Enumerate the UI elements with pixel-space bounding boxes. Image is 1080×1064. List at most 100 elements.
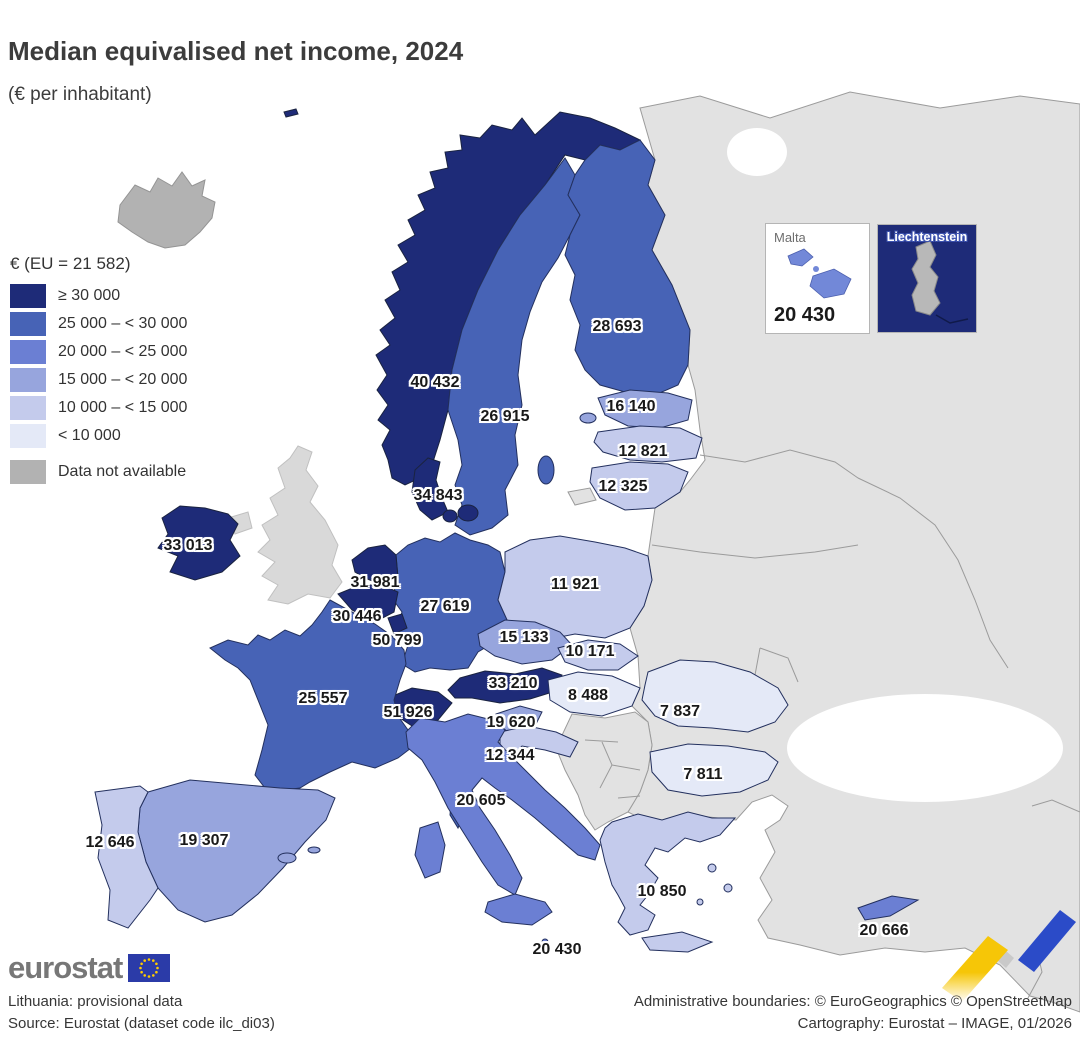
country-western-balkans — [555, 711, 653, 831]
country-iceland — [117, 171, 216, 249]
legend-no-data-label: Data not available — [58, 463, 187, 480]
value-label-slovenia: 19 620 — [486, 714, 536, 731]
value-label-poland: 11 921 — [550, 576, 600, 593]
island-crete — [641, 931, 714, 953]
country-sweden — [447, 157, 581, 536]
island-sicily — [484, 893, 553, 926]
legend-swatch-1 — [10, 312, 46, 336]
country-spain — [137, 779, 336, 923]
legend-swatch-2 — [10, 340, 46, 364]
value-label-czechia: 15 133 — [499, 629, 549, 646]
country-greece — [599, 811, 737, 936]
value-label-finland: 28 693 — [592, 318, 642, 335]
legend-class-row-3: 15 000 – < 20 000 — [10, 368, 187, 392]
value-label-malta: 20 430 — [532, 941, 582, 958]
island-malta-main — [809, 268, 852, 299]
value-label-lithuania: 12 325 — [598, 478, 648, 495]
island-aegean-2 — [723, 883, 733, 893]
country-bulgaria — [649, 743, 779, 797]
inset-malta: Malta 20 430 — [765, 223, 870, 334]
value-label-netherlands: 31 981 — [350, 574, 400, 591]
legend-title: € (EU = 21 582) — [10, 254, 131, 273]
island-menorca — [307, 846, 321, 854]
country-estonia — [597, 389, 693, 429]
footnote-cartography: Cartography: Eurostat – IMAGE, 01/2026 — [797, 1015, 1072, 1032]
value-label-germany: 27 619 — [420, 598, 470, 615]
legend-swatch-0 — [10, 284, 46, 308]
island-aegean-1 — [707, 863, 717, 873]
country-poland — [497, 535, 653, 641]
island-gozo — [787, 248, 814, 267]
country-cyprus — [857, 895, 920, 921]
country-hungary — [547, 671, 641, 717]
value-label-ireland: 33 013 — [163, 537, 213, 554]
footnote-source: Source: Eurostat (dataset code ilc_di03) — [8, 1015, 275, 1032]
value-label-croatia: 12 344 — [485, 747, 535, 764]
inset-liechtenstein-label: Liechtenstein — [886, 230, 968, 244]
liechtenstein-inset-map — [911, 240, 969, 324]
island-zealand — [457, 504, 479, 522]
legend-no-data-swatch — [10, 460, 46, 484]
balkan-borders — [584, 739, 641, 799]
legend-label-5: < 10 000 — [58, 427, 121, 444]
island-mallorca — [277, 852, 297, 864]
footnote-provisional: Lithuania: provisional data — [8, 993, 183, 1010]
country-liechtenstein-shape — [911, 240, 941, 316]
country-italy — [405, 713, 601, 896]
island-gotland — [537, 455, 555, 485]
island-jan-mayen — [283, 108, 299, 118]
value-label-hungary: 8 488 — [567, 687, 609, 704]
legend-class-row-4: 10 000 – < 15 000 — [10, 396, 187, 420]
legend-classes: ≥ 30 000 25 000 – < 30 000 20 000 – < 25 0… — [10, 284, 187, 448]
page-title: Median equivalised net income, 2024 — [8, 36, 464, 66]
legend-no-data-row: Data not available — [10, 460, 187, 484]
legend-class-row-0: ≥ 30 000 — [10, 284, 187, 308]
value-label-france: 25 557 — [298, 690, 348, 707]
value-label-luxembourg: 50 799 — [372, 632, 422, 649]
country-ireland — [157, 505, 241, 581]
value-label-italy: 20 605 — [456, 792, 506, 809]
country-united-kingdom — [257, 445, 343, 605]
legend-class-row-5: < 10 000 — [10, 424, 187, 448]
inset-malta-label: Malta — [774, 230, 806, 245]
legend-class-row-1: 25 000 – < 30 000 — [10, 312, 187, 336]
country-romania — [641, 659, 789, 733]
country-belgium — [337, 584, 399, 623]
value-label-denmark: 34 843 — [413, 487, 463, 504]
value-label-sweden: 26 915 — [480, 408, 530, 425]
legend: € (EU = 21 582) ≥ 30 000 25 000 – < 30 00… — [10, 254, 187, 488]
legend-label-0: ≥ 30 000 — [58, 287, 121, 304]
country-slovakia — [557, 639, 639, 671]
island-comino — [813, 266, 819, 272]
white-sea — [727, 128, 787, 176]
malta-inset-map — [787, 248, 852, 299]
value-label-switzerland: 51 926 — [383, 704, 433, 721]
value-label-latvia: 12 821 — [618, 443, 668, 460]
region-kaliningrad — [567, 487, 597, 506]
black-sea — [787, 694, 1063, 802]
value-label-greece: 10 850 — [637, 883, 687, 900]
country-luxembourg — [387, 613, 408, 635]
legend-class-row-2: 20 000 – < 25 000 — [10, 340, 187, 364]
country-netherlands — [351, 544, 399, 586]
country-denmark — [411, 457, 449, 521]
island-saaremaa — [579, 412, 597, 424]
inset-malta-value: 20 430 — [774, 304, 836, 326]
value-label-portugal: 12 646 — [85, 834, 135, 851]
eu-flag-icon — [128, 953, 171, 982]
country-malta-dot — [541, 938, 549, 946]
legend-label-1: 25 000 – < 30 000 — [58, 315, 188, 332]
page-subtitle: (€ per inhabitant) — [8, 84, 152, 105]
value-label-belgium: 30 446 — [332, 608, 382, 625]
value-label-estonia: 16 140 — [606, 398, 656, 415]
value-label-austria: 33 210 — [488, 675, 538, 692]
footnote-admin-boundaries: Administrative boundaries: © EuroGeograp… — [633, 993, 1072, 1010]
image-watermark-logo — [942, 910, 1076, 1002]
legend-swatch-3 — [10, 368, 46, 392]
island-funen — [442, 509, 458, 523]
country-latvia — [593, 425, 703, 463]
legend-label-3: 15 000 – < 20 000 — [58, 371, 188, 388]
value-label-cyprus: 20 666 — [859, 922, 909, 939]
eu-flag-stars — [139, 957, 160, 978]
